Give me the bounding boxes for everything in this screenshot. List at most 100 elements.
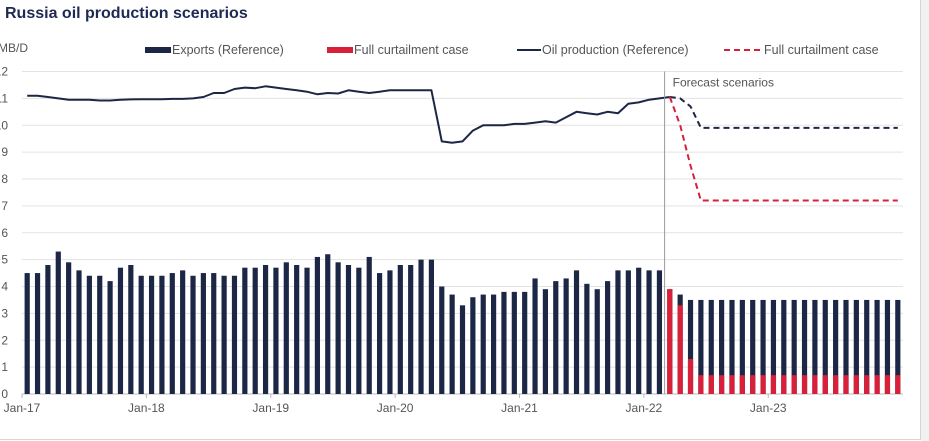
bar-exports-reference bbox=[573, 270, 580, 394]
legend-label: Oil production (Reference) bbox=[542, 43, 689, 57]
bar-exports-reference bbox=[874, 299, 880, 394]
y-tick-label: 11 bbox=[0, 91, 8, 105]
bar-exports-reference bbox=[376, 273, 383, 394]
bar-exports-reference bbox=[45, 265, 51, 394]
forecast-label: Forecast scenarios bbox=[673, 76, 774, 90]
bar-exports-reference bbox=[314, 256, 320, 394]
bar-exports-reference bbox=[532, 278, 538, 394]
y-tick-label: 9 bbox=[1, 145, 8, 159]
bar-full-curtailment bbox=[770, 375, 777, 394]
bar-exports-reference bbox=[480, 294, 486, 394]
bar-exports-reference bbox=[34, 273, 41, 394]
bar-exports-reference bbox=[128, 265, 134, 394]
legend-swatch bbox=[327, 47, 353, 53]
bar-exports-reference bbox=[304, 267, 310, 394]
bar-exports-reference bbox=[605, 281, 611, 394]
bar-full-curtailment bbox=[698, 375, 704, 394]
bar-exports-reference bbox=[646, 270, 652, 394]
bar-exports-reference bbox=[211, 273, 217, 394]
y-tick-label: 0 bbox=[1, 387, 8, 401]
bar-exports-reference bbox=[542, 289, 549, 394]
bar-exports-reference bbox=[449, 294, 455, 394]
bar-exports-reference bbox=[791, 299, 797, 394]
y-tick-label: 7 bbox=[1, 199, 8, 213]
x-tick-label: Jan-17 bbox=[4, 401, 41, 415]
bar-exports-reference bbox=[739, 299, 745, 394]
x-tick-label: Jan-23 bbox=[750, 401, 787, 415]
legend-swatch bbox=[145, 47, 171, 53]
bar-exports-reference bbox=[283, 262, 289, 394]
bar-exports-reference bbox=[345, 265, 352, 394]
legend-item: Exports (Reference) bbox=[145, 43, 284, 57]
bar-exports-reference bbox=[325, 254, 331, 394]
bar-full-curtailment bbox=[667, 289, 673, 394]
legend: Exports (Reference) Full curtailment case… bbox=[145, 43, 879, 57]
y-tick-label: 5 bbox=[1, 253, 8, 267]
bar-exports-reference bbox=[636, 267, 642, 394]
bar-exports-reference bbox=[24, 273, 30, 394]
y-tick-label: 8 bbox=[1, 172, 8, 186]
bar-exports-reference bbox=[687, 299, 694, 394]
bar-exports-reference bbox=[594, 289, 600, 394]
x-tick-label: Jan-22 bbox=[626, 401, 663, 415]
bar-exports-reference bbox=[148, 275, 155, 394]
bar-full-curtailment bbox=[864, 375, 870, 394]
bar-exports-reference bbox=[656, 270, 663, 394]
y-axis: 0123456789101112 bbox=[0, 65, 903, 401]
bar-exports-reference bbox=[366, 256, 372, 394]
line-oil-production-reference bbox=[27, 85, 670, 144]
bar-exports-reference bbox=[159, 275, 165, 394]
bar-exports-reference bbox=[387, 270, 393, 394]
bar-full-curtailment bbox=[822, 375, 828, 394]
bar-exports-reference bbox=[822, 299, 828, 394]
bar-full-curtailment bbox=[812, 375, 818, 394]
legend-label: Full curtailment case bbox=[764, 43, 879, 57]
bar-exports-reference bbox=[491, 294, 497, 394]
bar-exports-reference bbox=[335, 262, 341, 394]
x-tick-label: Jan-19 bbox=[252, 401, 289, 415]
bar-full-curtailment bbox=[874, 375, 880, 394]
bar-exports-reference bbox=[200, 273, 206, 394]
y-tick-label: 12 bbox=[0, 65, 8, 79]
bar-full-curtailment bbox=[719, 375, 725, 394]
bar-exports-reference bbox=[221, 275, 227, 394]
bar-full-curtailment bbox=[750, 375, 756, 394]
bar-exports-reference bbox=[190, 275, 196, 394]
bar-full-curtailment bbox=[843, 375, 849, 394]
bar-exports-reference bbox=[895, 299, 901, 394]
bar-full-curtailment bbox=[708, 375, 714, 394]
bar-full-curtailment bbox=[801, 375, 808, 394]
bar-exports-reference bbox=[428, 259, 434, 394]
bar-exports-reference bbox=[770, 299, 777, 394]
bar-exports-reference bbox=[812, 299, 818, 394]
bar-exports-reference bbox=[853, 299, 859, 394]
legend-label: Full curtailment case bbox=[354, 43, 469, 57]
bar-exports-reference bbox=[708, 299, 714, 394]
bar-exports-reference bbox=[138, 275, 144, 394]
bar-exports-reference bbox=[76, 270, 82, 394]
bar-exports-reference bbox=[231, 275, 238, 394]
bar-full-curtailment bbox=[739, 375, 745, 394]
legend-item: Full curtailment case bbox=[724, 43, 879, 57]
bar-exports-reference bbox=[107, 281, 113, 394]
y-tick-label: 6 bbox=[1, 226, 8, 240]
bar-exports-reference bbox=[55, 251, 61, 394]
bar-exports-reference bbox=[408, 265, 414, 394]
bar-exports-reference bbox=[66, 262, 72, 394]
bar-exports-reference bbox=[294, 265, 300, 394]
bar-exports-reference bbox=[522, 291, 528, 394]
y-tick-label: 10 bbox=[0, 118, 8, 132]
bar-exports-reference bbox=[262, 265, 269, 394]
bar-full-curtailment bbox=[781, 375, 787, 394]
bar-exports-reference bbox=[511, 291, 517, 394]
bar-exports-reference bbox=[553, 281, 559, 394]
bar-exports-reference bbox=[397, 265, 403, 394]
bar-exports-reference bbox=[864, 299, 870, 394]
line-full-curtailment-forecast bbox=[668, 96, 898, 202]
bar-full-curtailment bbox=[729, 375, 735, 394]
x-tick-label: Jan-18 bbox=[128, 401, 165, 415]
scrollbar-track[interactable] bbox=[921, 0, 929, 441]
bar-exports-reference bbox=[470, 297, 476, 394]
bars bbox=[24, 251, 901, 394]
